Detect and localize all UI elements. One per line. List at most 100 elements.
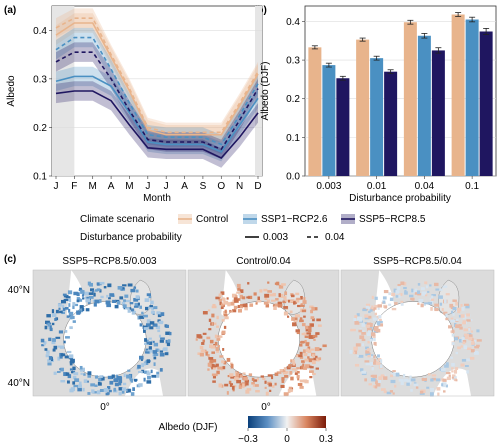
forest-cell xyxy=(149,305,153,308)
forest-cell xyxy=(427,290,430,293)
forest-cell xyxy=(242,383,245,388)
forest-cell xyxy=(245,382,249,386)
forest-cell xyxy=(127,283,133,287)
forest-cell xyxy=(311,354,315,358)
forest-cell xyxy=(313,338,316,341)
forest-cell xyxy=(99,388,104,393)
forest-cell xyxy=(87,392,91,395)
forest-cell xyxy=(424,293,428,297)
forest-cell xyxy=(350,328,353,332)
x-tick-label: F xyxy=(71,181,77,192)
forest-cell xyxy=(378,323,384,327)
forest-cell xyxy=(308,335,314,339)
forest-cell xyxy=(230,310,234,313)
forest-cell xyxy=(154,374,160,378)
forest-cell xyxy=(216,325,219,328)
forest-cell xyxy=(133,310,136,314)
forest-cell xyxy=(353,351,356,354)
bar-ssp5-rcp8.5-0.003 xyxy=(336,78,350,176)
forest-cell xyxy=(156,311,161,315)
forest-cell xyxy=(281,379,285,383)
forest-cell xyxy=(149,326,154,330)
forest-cell xyxy=(146,359,151,364)
forest-cell xyxy=(312,372,316,376)
forest-cell xyxy=(371,295,374,300)
forest-cell xyxy=(264,386,267,389)
forest-cell xyxy=(145,348,150,352)
forest-cell xyxy=(160,337,165,340)
forest-cell xyxy=(374,304,379,308)
forest-cell xyxy=(72,366,76,371)
forest-cell xyxy=(377,354,380,358)
forest-cell xyxy=(56,370,61,374)
bar-ssp1-rcp2.6-0.04 xyxy=(417,35,431,176)
legend-scenario-label: SSP5−RCP8.5 xyxy=(359,214,426,225)
forest-cell xyxy=(148,337,152,340)
forest-cell xyxy=(153,353,159,357)
forest-cell xyxy=(466,370,469,374)
map-1: SSP5−RCP8.5/0.003 xyxy=(32,256,187,397)
forest-cell xyxy=(53,371,57,375)
forest-cell xyxy=(277,301,282,305)
error-bar xyxy=(407,19,414,25)
forest-cell xyxy=(214,341,218,346)
forest-cell xyxy=(462,339,467,343)
forest-cell xyxy=(82,308,85,312)
forest-cell xyxy=(66,380,70,384)
forest-cell xyxy=(289,310,293,314)
forest-cell xyxy=(430,306,433,311)
forest-cell xyxy=(230,363,234,367)
forest-cell xyxy=(361,338,366,342)
forest-cell xyxy=(143,328,146,333)
forest-cell xyxy=(403,282,407,286)
forest-cell xyxy=(288,364,292,368)
forest-cell xyxy=(424,302,429,305)
panel-b-xlabel: Disturbance probability xyxy=(349,193,451,204)
forest-cell xyxy=(81,294,85,297)
forest-cell xyxy=(290,359,294,363)
forest-cell xyxy=(294,314,300,318)
forest-cell xyxy=(274,372,279,376)
forest-cell xyxy=(69,368,73,371)
forest-cell xyxy=(58,307,61,310)
forest-cell xyxy=(215,296,220,300)
forest-cell xyxy=(54,318,57,321)
forest-cell xyxy=(427,301,432,305)
colorbar-tick-label: −0.3 xyxy=(238,434,258,445)
forest-cell xyxy=(353,318,357,322)
forest-cell xyxy=(235,375,240,379)
forest-cell xyxy=(314,347,320,352)
forest-cell xyxy=(148,348,153,353)
forest-cell xyxy=(289,370,293,375)
forest-cell xyxy=(364,314,369,318)
forest-cell xyxy=(301,332,306,336)
forest-cell xyxy=(51,313,57,317)
forest-cell xyxy=(208,357,214,360)
forest-cell xyxy=(469,356,475,360)
forest-cell xyxy=(436,387,441,391)
forest-cell xyxy=(434,303,440,307)
forest-cell xyxy=(281,369,286,373)
forest-cell xyxy=(159,368,163,372)
forest-cell xyxy=(106,303,112,308)
error-bar xyxy=(387,69,394,75)
forest-cell xyxy=(293,317,298,322)
legend-scenario-label: Control xyxy=(196,214,228,225)
forest-cell xyxy=(362,343,365,347)
winter-shade-dec xyxy=(255,6,262,176)
forest-cell xyxy=(220,303,224,307)
forest-cell xyxy=(366,322,372,326)
forest-cell xyxy=(231,293,237,298)
forest-cell xyxy=(151,374,157,378)
forest-cell xyxy=(373,341,377,346)
forest-cell xyxy=(237,287,240,291)
forest-cell xyxy=(232,309,237,313)
forest-cell xyxy=(229,383,233,387)
forest-cell xyxy=(88,295,94,299)
forest-cell xyxy=(107,386,111,390)
forest-cell xyxy=(212,303,216,308)
forest-cell xyxy=(283,311,289,316)
forest-cell xyxy=(473,339,477,343)
forest-cell xyxy=(146,370,150,374)
forest-cell xyxy=(68,303,71,307)
